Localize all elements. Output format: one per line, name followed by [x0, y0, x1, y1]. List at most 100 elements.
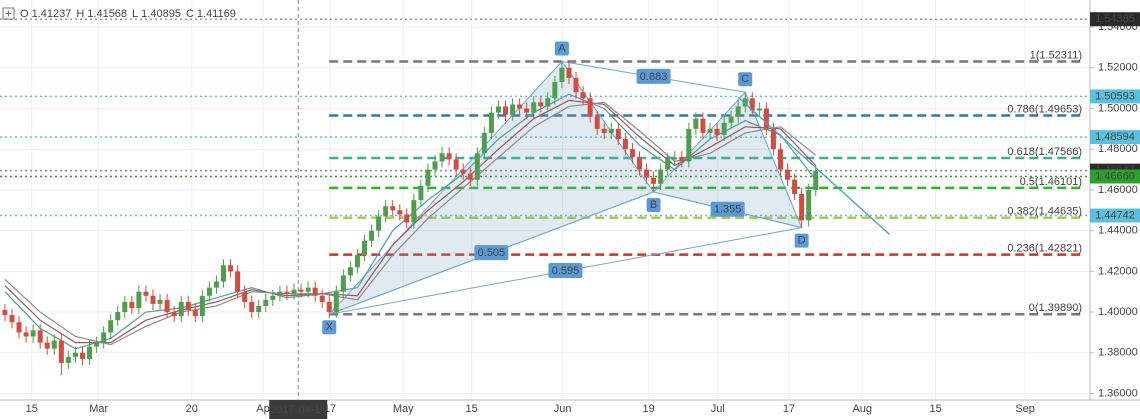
header-value: 1.41169 — [197, 8, 236, 20]
y-tick-label: 1.36000 — [1098, 387, 1138, 399]
y-tick-label: 1.38000 — [1098, 347, 1138, 359]
candle-body — [404, 214, 410, 223]
crosshair-label: 2017-04-10 — [270, 404, 326, 416]
candle-body — [756, 108, 762, 111]
fib-label: 0.618(1.47566) — [1007, 146, 1082, 158]
candle-body — [171, 312, 177, 317]
candle-body — [37, 330, 43, 343]
candle-body — [559, 67, 565, 83]
candle-body — [552, 82, 558, 99]
x-tick-label: 15 — [26, 403, 38, 415]
candle-body — [707, 128, 713, 133]
ratio-label-bg — [474, 245, 509, 261]
candle-body — [594, 116, 600, 129]
candle-body — [474, 153, 480, 180]
candle-body — [199, 295, 205, 317]
point-label: D — [798, 234, 806, 246]
candle-body — [136, 291, 142, 308]
candle-body — [143, 291, 149, 296]
candle-body — [206, 287, 212, 296]
candle-body — [425, 169, 431, 186]
candle-body — [644, 169, 650, 178]
ratio-label: 0.883 — [640, 71, 668, 83]
point-label: C — [741, 73, 749, 85]
candle-body — [432, 161, 438, 170]
candle-body — [742, 98, 748, 107]
candle-body — [580, 92, 586, 99]
candle-body — [510, 104, 516, 115]
candle-body — [792, 179, 798, 194]
point-label-bg — [322, 320, 337, 335]
candle-body — [362, 240, 368, 256]
fib-label: 0.236(1.42821) — [1007, 243, 1082, 255]
candle-body — [615, 128, 621, 140]
candle-body — [305, 287, 311, 292]
candle-body — [714, 128, 720, 135]
x-tick-label: May — [393, 403, 414, 415]
price-tag-label: 1.48594 — [1095, 131, 1135, 143]
price-tag-label: 1.46660 — [1095, 170, 1135, 182]
candle-body — [531, 102, 537, 113]
header-label: L — [132, 8, 138, 20]
candle-body — [115, 312, 121, 321]
candle-body — [728, 116, 734, 123]
candle-body — [481, 132, 487, 154]
point-label: B — [650, 199, 657, 211]
candle-body — [87, 346, 93, 359]
point-label-bg — [738, 72, 753, 87]
candle-body — [249, 301, 255, 313]
candle-body — [601, 128, 607, 133]
candle-body — [799, 193, 805, 221]
candle-body — [495, 106, 501, 113]
ratio-label: 0.595 — [552, 265, 580, 277]
candle-body — [749, 98, 755, 111]
candle-body — [488, 112, 494, 133]
candle-body — [813, 170, 819, 190]
candle-body — [608, 128, 614, 133]
candle-body — [777, 149, 783, 170]
candle-body — [573, 77, 579, 93]
header-icon[interactable] — [2, 7, 15, 20]
header-value: 1.40895 — [141, 8, 181, 20]
candle-body — [397, 210, 403, 215]
candle-body — [439, 153, 445, 162]
candle-body — [622, 139, 628, 150]
candle-body — [291, 289, 297, 294]
candle-body — [460, 169, 466, 174]
candle-body — [164, 299, 170, 313]
y-tick-label: 1.42000 — [1098, 265, 1138, 277]
x-tick-label: 17 — [783, 403, 795, 415]
candle-body — [721, 122, 727, 135]
candle-body — [101, 332, 107, 343]
candle-body — [108, 320, 114, 333]
price-tag — [1090, 208, 1140, 223]
candle-body — [185, 301, 191, 311]
header-label: H — [76, 8, 84, 20]
candle-body — [538, 102, 544, 107]
fib-label: 0.5(1.46101) — [1020, 176, 1082, 188]
x-tick-label: Jul — [711, 403, 725, 415]
candle-body — [44, 342, 50, 349]
ratio-label: 1.355 — [714, 204, 742, 216]
candle-body — [220, 265, 226, 282]
candle-body — [376, 216, 382, 231]
candle-body — [587, 98, 593, 117]
candle-body — [651, 177, 657, 184]
header-label: C — [186, 8, 194, 20]
candle-body — [467, 173, 473, 180]
candle-body — [686, 128, 692, 162]
candle-body — [629, 149, 635, 158]
price-tag-label: 1.50593 — [1095, 90, 1135, 102]
candle-body — [16, 322, 22, 333]
price-tag-label: 1.44742 — [1095, 209, 1135, 221]
ratio-label-bg — [710, 201, 745, 217]
fib-label: 0.786(1.49653) — [1007, 103, 1082, 115]
candle-body — [333, 291, 339, 313]
candle-body — [503, 106, 509, 115]
x-tick-label: Sep — [1015, 403, 1035, 415]
candle-body — [524, 108, 530, 113]
point-label-bg — [646, 197, 661, 212]
header-value: 1.41568 — [87, 8, 127, 20]
candle-body — [390, 206, 396, 211]
